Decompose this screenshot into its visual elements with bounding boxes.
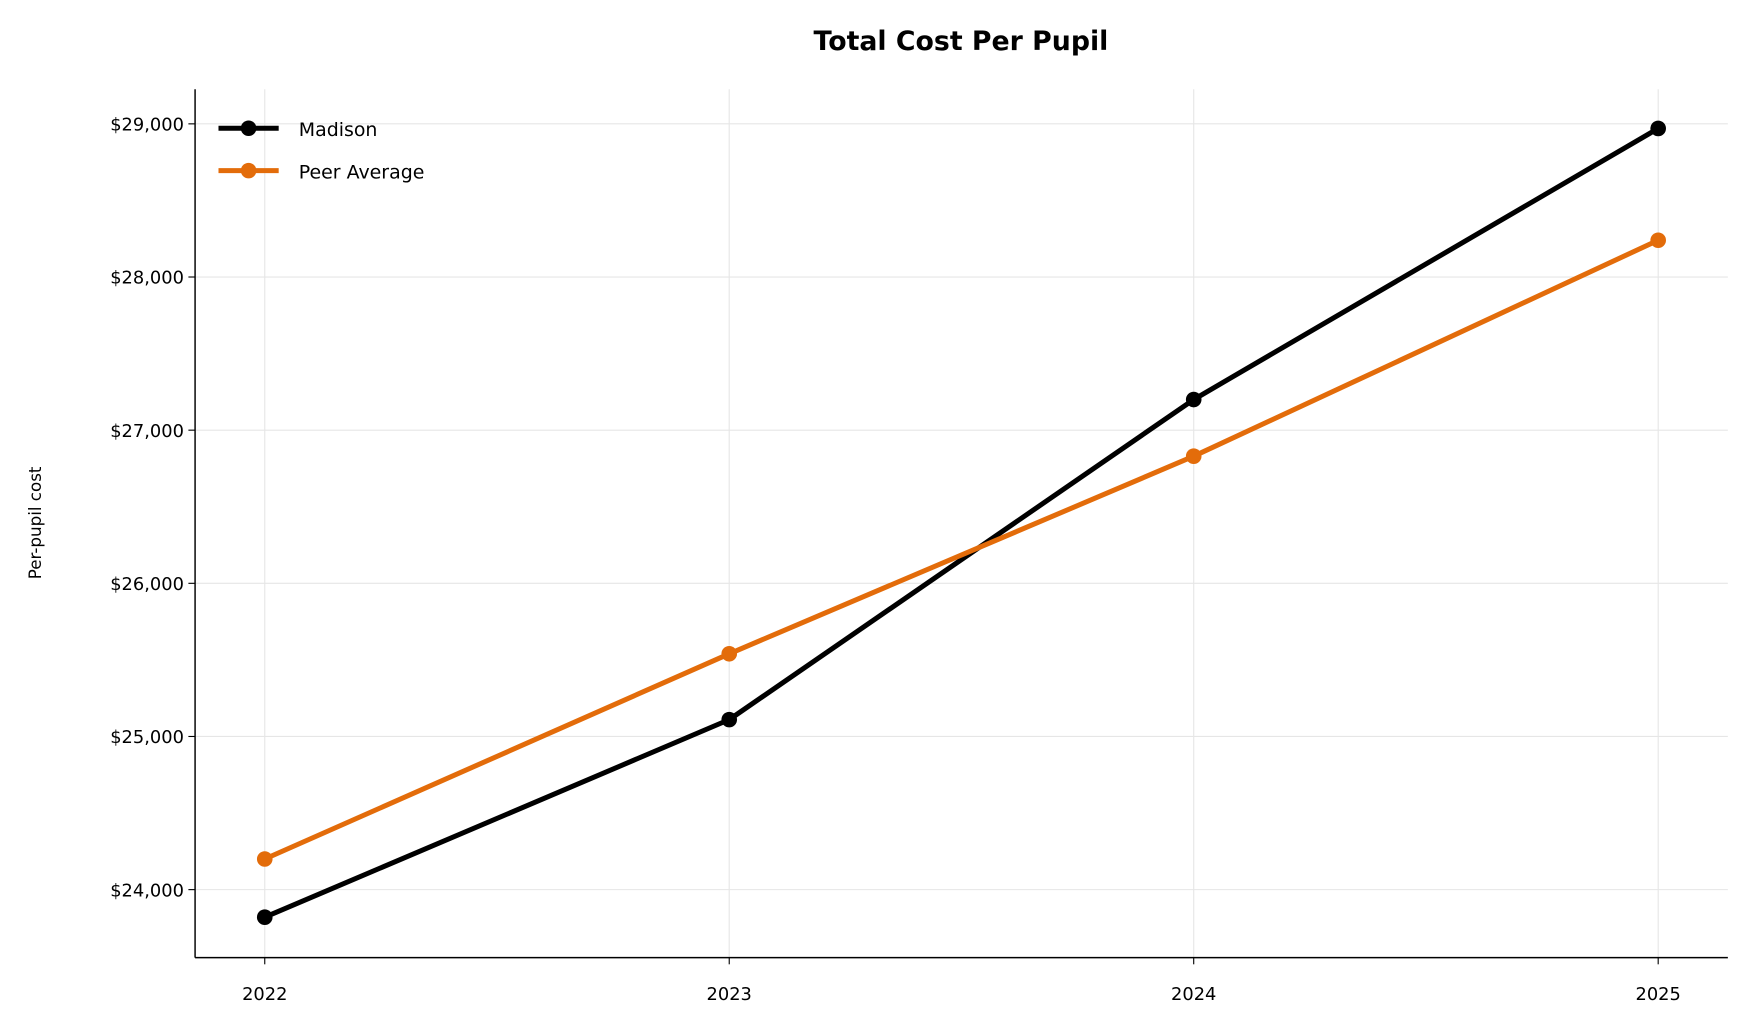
legend-marker [240,162,257,179]
data-point [721,711,738,728]
y-tick-label: $26,000 [110,574,184,595]
y-tick-label: $24,000 [110,880,184,901]
data-point [256,909,273,925]
legend: Madison Peer Average [218,119,424,183]
x-tick-label: 2024 [1171,984,1216,1005]
chart-title: Total Cost Per Pupil [814,26,1109,57]
legend-marker [240,120,257,137]
data-point [1650,232,1666,249]
data-point [721,645,738,662]
x-tick-label: 2022 [242,984,287,1005]
data-point [1650,120,1666,137]
legend-label: Peer Average [299,161,425,183]
x-tick-label: 2023 [707,984,752,1005]
x-tick-label: 2025 [1635,984,1680,1005]
data-point [256,851,273,867]
y-axis-label: Per-pupil cost [25,466,45,579]
y-tick-label: $29,000 [110,115,184,136]
legend-label: Madison [299,119,378,141]
y-tick-label: $28,000 [110,268,184,289]
data-point [1185,448,1202,465]
series-line-peer-average [263,237,1660,862]
y-tick-label: $27,000 [110,421,184,442]
series-line-madison [263,126,1660,920]
data-point [1185,391,1202,408]
y-tick-label: $25,000 [110,727,184,748]
